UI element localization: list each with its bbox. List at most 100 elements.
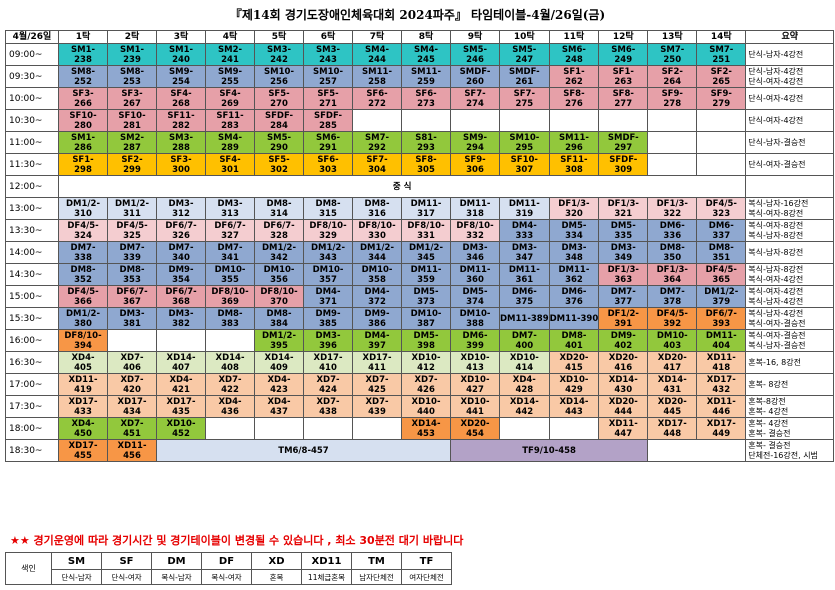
time-label: 10:00~ — [5, 87, 59, 110]
match-cell: XD17- 432 — [696, 373, 747, 396]
match-cell: DM3- 349 — [598, 241, 649, 264]
match-cell: XD4- 423 — [254, 373, 304, 396]
table-header: 8탁 — [401, 30, 451, 44]
time-label: 14:00~ — [5, 241, 59, 264]
empty-cell — [548, 109, 600, 132]
match-cell: SM6- 249 — [598, 43, 649, 66]
match-cell: XD7- 406 — [107, 351, 157, 374]
round-note: 단식-여자-4강전 — [745, 109, 835, 132]
match-cell: DM10- 357 — [303, 263, 353, 286]
match-cell: DM9- 354 — [156, 263, 206, 286]
round-note — [745, 175, 835, 198]
match-cell: DM11- 362 — [548, 263, 600, 286]
match-cell: DM6- 337 — [696, 219, 747, 242]
match-cell: XD10- 414 — [499, 351, 550, 374]
match-cell: XD11- 418 — [696, 351, 747, 374]
round-note: 혼복-16, 8강전 — [745, 351, 835, 374]
match-cell: XD20- 445 — [647, 395, 698, 418]
match-cell: SF5- 270 — [254, 87, 304, 110]
legend-code: DF — [201, 552, 252, 570]
time-label: 11:00~ — [5, 131, 59, 154]
match-cell: DM3- 382 — [156, 307, 206, 330]
match-cell: SM2- 241 — [205, 43, 255, 66]
match-cell: XD17- 449 — [696, 417, 747, 440]
match-cell: DF6/7- 326 — [156, 219, 206, 242]
time-slot-row: 15:30~ DM1/2- 380 DM3- 381 DM3- 382 DM8- 383 DM8-… — [5, 307, 835, 330]
match-cell: DF6/7- 368 — [156, 285, 206, 308]
match-cell: XD20- 417 — [647, 351, 698, 374]
match-cell: SM7- 250 — [647, 43, 698, 66]
legend-code: XD11 — [301, 552, 352, 570]
table-header: 12탁 — [598, 30, 649, 44]
match-cell: SF3- 300 — [156, 153, 206, 176]
match-cell: SF2- 299 — [107, 153, 157, 176]
match-cell: DF4/5- 392 — [647, 307, 698, 330]
match-cell: S81- 293 — [401, 131, 451, 154]
empty-cell — [499, 417, 550, 440]
match-cell: DF4/5- 324 — [58, 219, 108, 242]
round-note: 혼복-8강전 혼복- 4강전 — [745, 395, 835, 418]
match-cell: XD10- 452 — [156, 417, 206, 440]
match-cell: XD4- 405 — [58, 351, 108, 374]
match-cell: DM7- 339 — [107, 241, 157, 264]
time-slot-row: 17:30~ XD17- 433 XD17- 434 XD17- 435 XD4- 436 XD4… — [5, 395, 835, 418]
time-label: 18:30~ — [5, 439, 59, 462]
match-cell: XD10- 441 — [450, 395, 500, 418]
match-cell: SF8- 305 — [401, 153, 451, 176]
empty-cell — [401, 109, 451, 132]
time-label: 15:30~ — [5, 307, 59, 330]
match-cell: XD17- 410 — [303, 351, 353, 374]
empty-cell — [352, 109, 402, 132]
table-header: 11탁 — [548, 30, 600, 44]
time-slot-row: 17:00~ XD11- 419 XD7- 420 XD4- 421 XD7- 422 XD4- 4… — [5, 373, 835, 396]
match-cell: SM11- 259 — [401, 65, 451, 88]
match-cell: DM8- 353 — [107, 263, 157, 286]
round-note: 혼복- 결승전 단체전-16강전, 시범 — [745, 439, 835, 462]
round-note: 복식-여자-4강전 복식-남자-4강전 — [745, 285, 835, 308]
time-label: 09:00~ — [5, 43, 59, 66]
match-cell: DM8- 314 — [254, 197, 304, 220]
round-note: 복식-남자-8강전 — [745, 241, 835, 264]
match-cell: SM9- 294 — [450, 131, 500, 154]
match-cell: DF4/5- 366 — [58, 285, 108, 308]
match-cell: DM1/2- 380 — [58, 307, 108, 330]
time-label: 09:30~ — [5, 65, 59, 88]
match-cell: DM4- 371 — [303, 285, 353, 308]
match-cell: DM10- 358 — [352, 263, 402, 286]
match-cell: DM5- 335 — [598, 219, 649, 242]
match-cell: XD4- 450 — [58, 417, 108, 440]
match-cell: DM4- 372 — [352, 285, 402, 308]
match-cell: SM1- 240 — [156, 43, 206, 66]
match-cell: SF5- 271 — [303, 87, 353, 110]
match-cell: DM1/2- 342 — [254, 241, 304, 264]
time-label: 16:30~ — [5, 351, 59, 374]
match-cell: XD14- 407 — [156, 351, 206, 374]
match-cell: XD7- 426 — [401, 373, 451, 396]
match-cell: XD4- 437 — [254, 395, 304, 418]
time-slot-row: 16:00~ DF8/10- 394 DM1/2- 395 DM3- 396 DM4- 397 D… — [5, 329, 835, 352]
match-cell: SM7- 292 — [352, 131, 402, 154]
match-cell: DM11- 361 — [499, 263, 550, 286]
match-cell: DM1/2- 343 — [303, 241, 353, 264]
match-cell: SF4- 269 — [205, 87, 255, 110]
match-cell: XD17- 435 — [156, 395, 206, 418]
match-cell: DM7- 338 — [58, 241, 108, 264]
empty-cell — [696, 131, 747, 154]
match-cell: XD10- 429 — [548, 373, 600, 396]
match-cell: DF8/10- 332 — [450, 219, 500, 242]
match-cell: SM11- 258 — [352, 65, 402, 88]
time-label: 17:30~ — [5, 395, 59, 418]
date-header: 4월/26일 — [5, 30, 59, 44]
match-cell: DM8- 401 — [548, 329, 600, 352]
match-cell: XD4- 436 — [205, 395, 255, 418]
match-cell: DF4/5- 365 — [696, 263, 747, 286]
match-cell: XD17- 411 — [352, 351, 402, 374]
timetable: 4월/26일 1탁 2탁 3탁 4탁 5탁 6탁 7탁 8탁 9탁 10탁 11탁 12탁 13탁 14탁 요… — [5, 30, 835, 462]
match-cell: DM4- 333 — [499, 219, 550, 242]
match-cell: XD4- 428 — [499, 373, 550, 396]
match-cell: DM1/2- 311 — [107, 197, 157, 220]
match-cell: SF1- 298 — [58, 153, 108, 176]
empty-cell — [450, 109, 500, 132]
table-header: 10탁 — [499, 30, 550, 44]
time-slot-row: 13:00~ DM1/2- 310 DM1/2- 311 DM3- 312 DM3- 313 DM… — [5, 197, 835, 220]
